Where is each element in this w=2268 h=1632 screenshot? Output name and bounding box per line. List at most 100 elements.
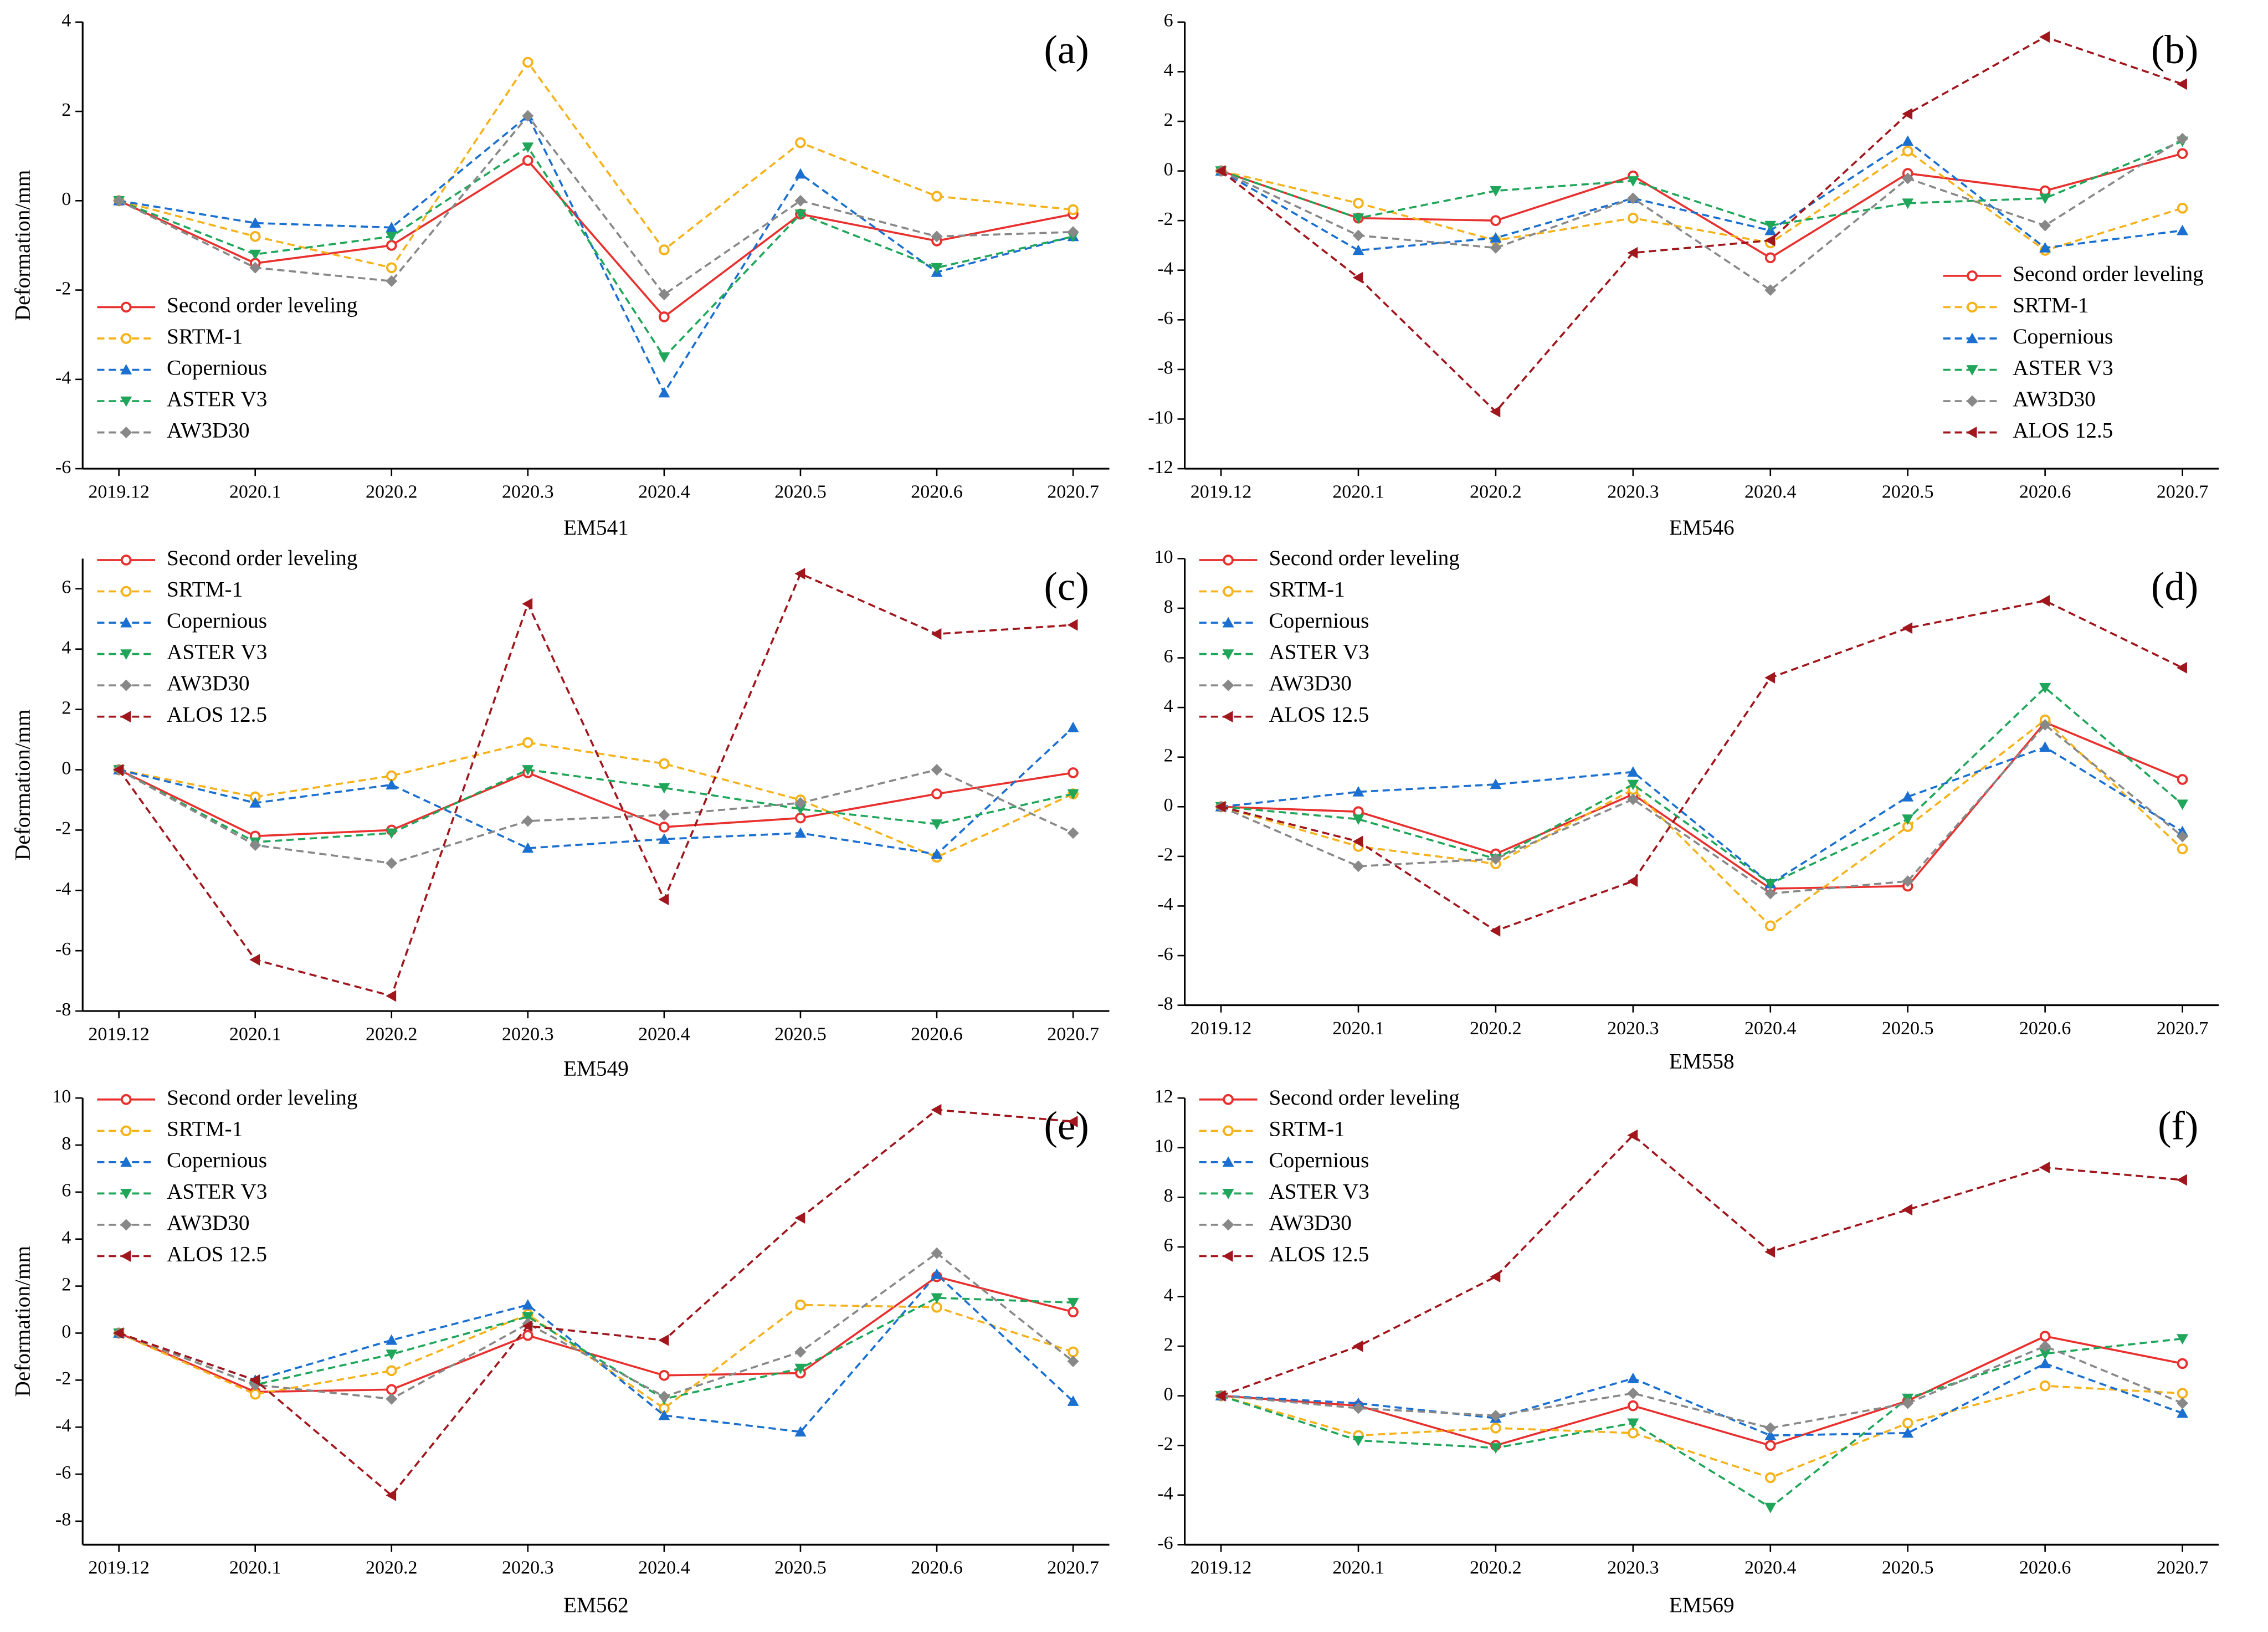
legend-label: ASTER V3 (167, 1179, 267, 1203)
marker (659, 311, 670, 322)
marker (1067, 1355, 1079, 1367)
x-axis-label: EM549 (563, 1056, 629, 1080)
marker (794, 1212, 805, 1224)
marker (658, 1390, 670, 1403)
marker (1222, 1219, 1234, 1231)
marker (1490, 1271, 1501, 1283)
marker (1764, 1472, 1776, 1484)
y-tick-label: -4 (55, 1415, 71, 1436)
marker (1627, 192, 1639, 204)
x-tick-label: 2019.12 (1191, 1018, 1252, 1039)
x-tick-label: 2020.4 (638, 1558, 690, 1578)
marker (1902, 172, 1914, 184)
marker (386, 1384, 397, 1395)
marker (120, 1188, 132, 1199)
marker (794, 797, 807, 809)
marker (1067, 789, 1079, 800)
marker (658, 833, 670, 844)
marker (120, 555, 132, 566)
y-tick-label: -8 (1157, 358, 1173, 378)
y-tick-label: 6 (61, 1181, 71, 1201)
x-axis-label: EM558 (1669, 1049, 1735, 1073)
marker (1223, 1094, 1234, 1105)
legend-label: ALOS 12.5 (1269, 1242, 1369, 1266)
panel: -8 -6 -4 -2 0 2 4 6 2019.12 2020.1 2020.2 2020.3 202… (11, 546, 1110, 1080)
marker (1490, 242, 1502, 254)
marker (931, 1268, 943, 1279)
marker (659, 822, 670, 833)
series-line (118, 146, 1074, 359)
y-tick-label: 6 (1164, 1235, 1173, 1256)
marker (658, 387, 670, 398)
marker (2177, 202, 2188, 214)
marker (2177, 774, 2188, 785)
panel: -8 -6 -4 -2 0 2 4 6 8 10 2019.12 2020.1 2020.2 2020.3… (1154, 546, 2219, 1073)
x-tick-label: 2020.4 (638, 1024, 690, 1044)
marker (522, 1320, 533, 1332)
x-tick-label: 2020.1 (229, 481, 281, 502)
marker (1222, 679, 1234, 691)
y-tick-label: 2 (1164, 746, 1173, 766)
legend-label: SRTM-1 (167, 325, 243, 348)
marker (931, 1293, 943, 1304)
y-tick-label: 0 (61, 758, 71, 778)
series-line (1220, 686, 2183, 885)
marker (2177, 148, 2188, 160)
marker (522, 1299, 534, 1310)
marker (1764, 252, 1776, 264)
series-line (119, 726, 1074, 855)
legend-label: ALOS 12.5 (2013, 419, 2113, 443)
x-tick-label: 2020.5 (1882, 1018, 1934, 1039)
series-line (118, 1251, 1074, 1400)
marker (1764, 879, 1777, 890)
series-line (118, 1275, 1074, 1393)
marker (249, 249, 261, 260)
legend-label: ASTER V3 (167, 640, 267, 664)
marker (1067, 1116, 1078, 1128)
marker (522, 598, 533, 610)
marker (931, 263, 943, 274)
marker (2177, 1388, 2188, 1399)
x-tick-label: 2020.7 (2157, 1018, 2209, 1039)
marker (1627, 779, 1639, 791)
marker (522, 815, 534, 827)
marker (658, 894, 669, 906)
marker (2039, 31, 2050, 43)
panel: -6 -4 -2 0 2 4 6 8 10 12 2019.12 2020.1 2020.2 2020.3… (1154, 1086, 2219, 1617)
marker (386, 1365, 397, 1377)
series-line (1220, 1362, 2183, 1437)
marker (931, 819, 943, 830)
marker (2177, 1358, 2188, 1369)
marker (1764, 1502, 1777, 1513)
marker (120, 711, 131, 723)
series-line (1220, 746, 2183, 885)
marker (386, 262, 397, 274)
legend-label: Copernious (2013, 325, 2113, 348)
marker (386, 857, 398, 869)
legend-label: AW3D30 (167, 419, 249, 443)
series-line (118, 1296, 1074, 1400)
y-tick-label: 8 (1164, 597, 1173, 617)
x-tick-label: 2020.7 (2157, 1558, 2209, 1578)
marker (1067, 619, 1078, 631)
x-tick-label: 2020.3 (1607, 1018, 1659, 1039)
marker (2177, 799, 2189, 810)
marker (2039, 242, 2051, 253)
marker (1764, 1429, 1777, 1440)
legend-label: SRTM-1 (1269, 578, 1345, 602)
marker (658, 783, 670, 794)
y-axis-label: Deformation/mm (11, 170, 35, 321)
marker (1352, 860, 1364, 873)
legend-label: ALOS 12.5 (1269, 703, 1369, 727)
y-tick-label: 4 (61, 11, 71, 31)
y-tick-label: 2 (1164, 1335, 1173, 1355)
marker (2177, 78, 2187, 90)
marker (794, 827, 807, 838)
legend-label: ALOS 12.5 (167, 1242, 267, 1266)
marker (794, 1346, 807, 1358)
marker (931, 628, 942, 640)
marker (2039, 193, 2051, 204)
marker (1967, 301, 1978, 313)
marker (1902, 1204, 1913, 1216)
panel: -12 -10 -8 -6 -4 -2 0 2 4 6 2019.12 2020.1 2020.2 202… (1148, 11, 2219, 540)
